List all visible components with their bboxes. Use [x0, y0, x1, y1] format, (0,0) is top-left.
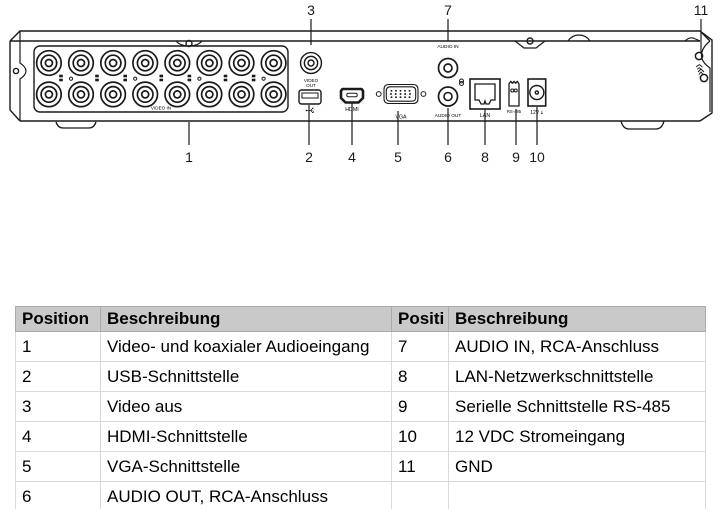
svg-text:2: 2 [305, 149, 313, 165]
svg-text:10: 10 [529, 149, 545, 165]
svg-text:RS-485: RS-485 [507, 109, 522, 114]
svg-text:6: 6 [444, 149, 452, 165]
svg-text:5: 5 [394, 149, 402, 165]
svg-text:7: 7 [444, 2, 452, 18]
svg-text:11: 11 [694, 2, 709, 18]
svg-text:8: 8 [481, 149, 489, 165]
svg-text:VGA: VGA [395, 115, 407, 121]
svg-text:3: 3 [307, 2, 315, 18]
svg-text:9: 9 [512, 149, 520, 165]
svg-text:AUDIO IN: AUDIO IN [437, 44, 459, 50]
svg-text:4: 4 [348, 149, 356, 165]
svg-text:OUT: OUT [306, 83, 316, 88]
svg-text:VIDEO IN: VIDEO IN [151, 106, 171, 111]
svg-text:1: 1 [185, 149, 193, 165]
